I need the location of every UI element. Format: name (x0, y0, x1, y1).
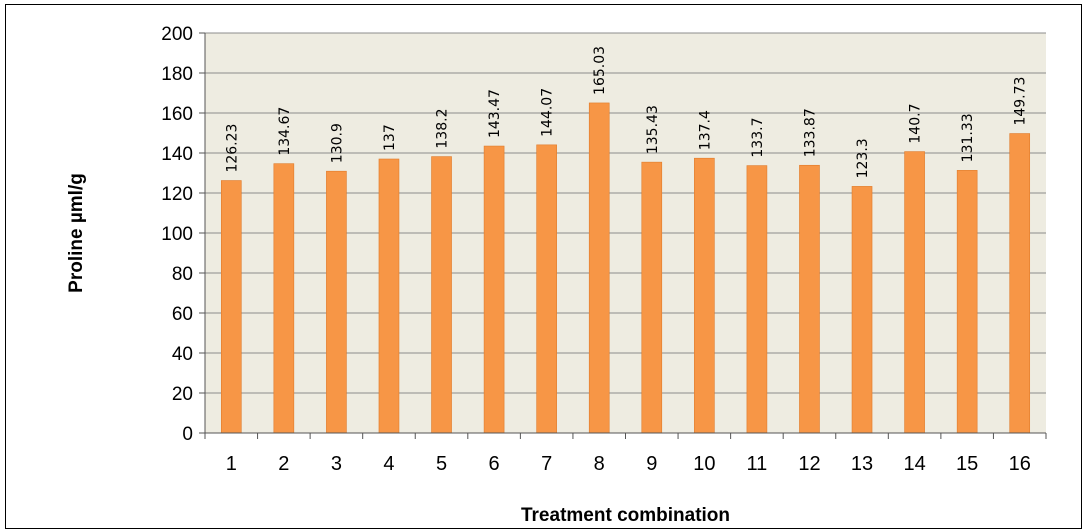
x-tick-label: 8 (594, 453, 605, 475)
data-label: 130.9 (329, 123, 345, 163)
bar (326, 170, 347, 434)
y-axis: 0 20 40 60 80 100 120 140 160 180 200 (161, 24, 206, 445)
x-tick-label: 13 (851, 453, 873, 475)
bar (694, 157, 715, 434)
y-tick-label: 140 (161, 144, 193, 165)
bar (431, 156, 452, 434)
data-label: 138.2 (435, 109, 451, 149)
bar (483, 145, 505, 434)
x-tick-label: 3 (331, 453, 342, 475)
x-tick-label: 12 (798, 453, 820, 475)
bar (799, 164, 820, 434)
x-tick-label: 11 (747, 453, 768, 475)
x-tick-label: 14 (903, 453, 925, 475)
x-tick-label: 4 (383, 453, 394, 475)
x-tick-label: 6 (489, 453, 500, 475)
bar (956, 170, 978, 434)
x-tick-label: 15 (956, 453, 978, 475)
bar (746, 165, 768, 434)
data-label: 149.73 (1013, 77, 1029, 126)
y-tick-label: 160 (161, 104, 193, 125)
data-label: 140.7 (908, 104, 924, 144)
data-label: 144.07 (540, 88, 556, 137)
y-tick-label: 180 (161, 64, 193, 85)
bar (641, 161, 663, 434)
bar (851, 186, 873, 434)
data-label: 123.3 (855, 138, 871, 178)
data-label: 143.47 (487, 89, 503, 138)
bar (588, 102, 610, 434)
bar (904, 151, 925, 434)
y-tick-label: 200 (161, 24, 193, 45)
data-label: 137 (382, 124, 398, 151)
bar-series (220, 102, 1031, 434)
y-tick-label: 40 (172, 344, 193, 365)
y-tick-label: 120 (161, 184, 193, 205)
x-axis-title: Treatment combination (521, 505, 730, 526)
data-label: 165.03 (592, 46, 608, 95)
bar (536, 144, 557, 434)
data-label: 135.43 (645, 105, 661, 154)
x-tick-label: 1 (226, 453, 237, 475)
y-tick-label: 0 (182, 424, 193, 445)
x-tick-label: 9 (646, 453, 657, 475)
x-tick-label: 5 (436, 453, 447, 475)
bar (220, 180, 242, 434)
data-label: 133.7 (750, 118, 766, 158)
x-tick-label: 10 (693, 453, 715, 475)
data-labels: 126.23 134.67 130.9 137 138.2 143.47 144.07 165… (224, 46, 1028, 178)
x-tick-label: 16 (1009, 453, 1031, 475)
data-label: 126.23 (224, 124, 240, 173)
data-label: 131.33 (960, 113, 976, 162)
data-label: 133.87 (802, 108, 818, 157)
bar (378, 158, 400, 434)
x-tick-label: 7 (541, 453, 552, 475)
bar (273, 163, 295, 434)
y-axis-title: Proline µml/g (66, 173, 87, 293)
x-tick-label: 2 (278, 453, 289, 475)
y-tick-label: 100 (161, 224, 193, 245)
y-tick-label: 60 (172, 304, 193, 325)
x-axis: 1 2 3 4 5 6 7 8 9 10 11 12 13 14 15 16 (204, 432, 1047, 475)
y-tick-label: 20 (172, 384, 193, 405)
y-tick-label: 80 (172, 264, 193, 285)
data-label: 134.67 (277, 107, 293, 156)
data-label: 137.4 (697, 110, 713, 150)
bar (1009, 133, 1031, 434)
